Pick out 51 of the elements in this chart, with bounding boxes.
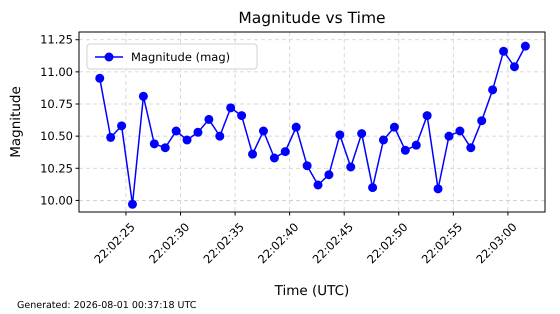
point (138, 92, 148, 101)
point (280, 147, 290, 156)
point (378, 136, 388, 144)
point (346, 162, 356, 172)
point (314, 180, 323, 190)
point (215, 132, 224, 141)
legend-label: Magnitude (mag) (131, 50, 230, 64)
point (204, 114, 214, 124)
text: Generated: 2026-08-01 00:37:18 UTC (17, 300, 197, 311)
point (488, 85, 498, 94)
point (510, 62, 519, 72)
point (455, 126, 464, 136)
point (477, 116, 486, 126)
point (258, 126, 268, 136)
point (172, 126, 181, 136)
y-tick-label: 11.25 (40, 32, 73, 47)
point (117, 121, 126, 130)
point (270, 154, 279, 162)
point (292, 122, 301, 132)
point (444, 132, 454, 141)
point (335, 130, 344, 140)
point (226, 103, 236, 112)
point (302, 161, 312, 170)
y-tick-label: 10.00 (40, 193, 73, 208)
point (520, 42, 530, 51)
point (193, 128, 202, 137)
point (106, 132, 116, 142)
y-tick-label: 10.75 (40, 97, 73, 112)
point (412, 140, 421, 150)
point (95, 74, 104, 83)
y-tick-label: 11.00 (40, 64, 73, 79)
chart-title: Magnitude vs Time (238, 9, 386, 27)
point (499, 46, 508, 56)
point (248, 150, 258, 159)
point (150, 139, 159, 148)
point (368, 183, 378, 192)
point (422, 111, 432, 120)
point (390, 122, 399, 132)
point (128, 200, 137, 209)
point (237, 111, 246, 120)
point (324, 170, 334, 180)
point (357, 129, 366, 138)
point (466, 143, 476, 152)
y-axis-title: Magnitude (8, 86, 24, 158)
point (400, 146, 410, 155)
point (434, 184, 443, 194)
point (182, 136, 192, 144)
x-axis-title: Time (UTC) (274, 283, 350, 299)
y-tick-label: 10.25 (40, 161, 73, 176)
point (160, 143, 170, 152)
y-tick-label: 10.50 (40, 129, 73, 144)
